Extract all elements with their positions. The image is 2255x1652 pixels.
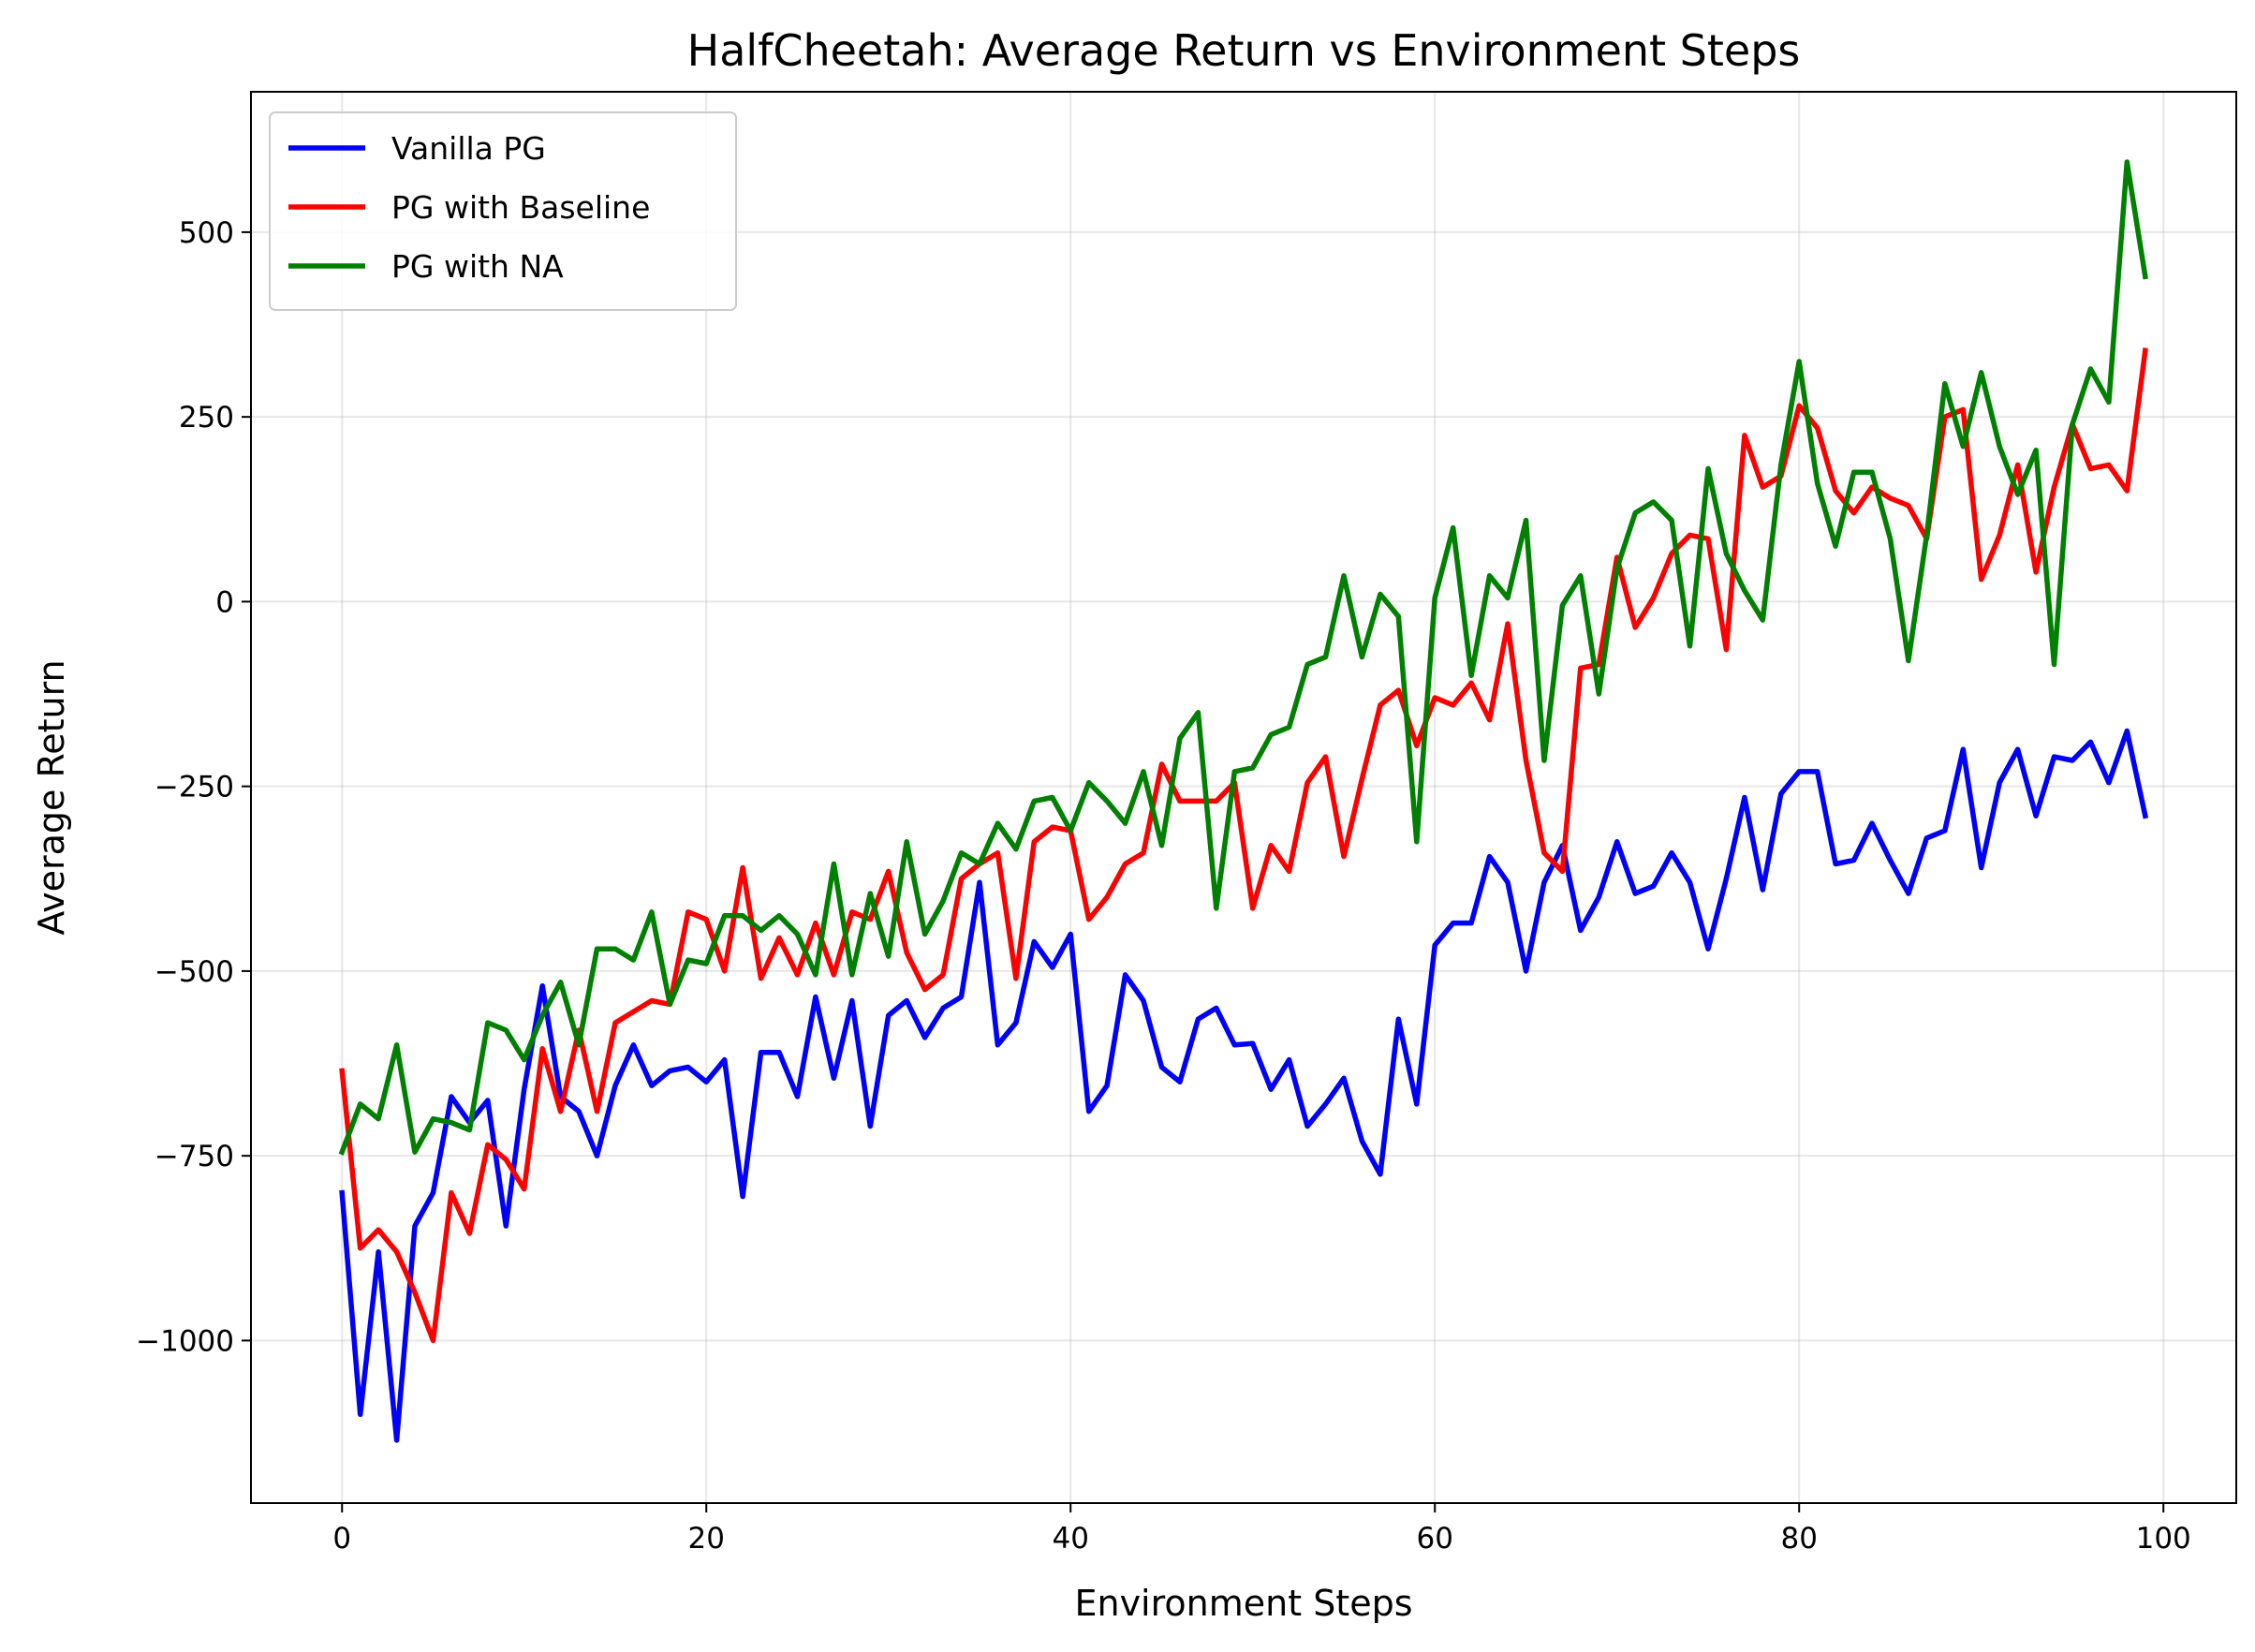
x-axis-label: Environment Steps: [1074, 1583, 1412, 1624]
legend-label-1: Vanilla PG: [391, 130, 546, 167]
chart-title: HalfCheetah: Average Return vs Environme…: [687, 25, 1801, 76]
x-axis: 0 20 40 60 80 100: [332, 1503, 2191, 1556]
series-layer: [338, 159, 2149, 1443]
y-tick-label: −1000: [136, 1324, 234, 1358]
legend-label-3: PG with NA: [391, 248, 564, 285]
y-tick-label: 0: [215, 585, 234, 619]
legend-box: [269, 111, 737, 311]
legend-label-2: PG with Baseline: [391, 189, 650, 226]
y-tick-label: −500: [155, 955, 234, 989]
x-tick-label: 40: [1053, 1522, 1089, 1556]
x-tick-label: 100: [2136, 1522, 2191, 1556]
x-tick-label: 60: [1416, 1522, 1452, 1556]
y-tick-label: 500: [179, 216, 234, 250]
series-line-1: [339, 728, 2149, 1443]
y-axis-label: Average Return: [31, 659, 72, 935]
plot-frame: [250, 91, 2237, 1504]
y-tick-label: −250: [155, 771, 234, 804]
y-axis: −1000 −750 −500 −250 0 250 500: [136, 216, 251, 1358]
grid-lines: [251, 92, 2236, 1503]
x-tick-label: 0: [332, 1522, 351, 1556]
y-tick-label: 250: [179, 401, 234, 435]
x-tick-label: 20: [688, 1522, 725, 1556]
y-tick-label: −750: [155, 1140, 234, 1173]
legend: Vanilla PG PG with Baseline PG with NA: [269, 111, 737, 311]
series-line-3: [338, 159, 2148, 1156]
x-tick-label: 80: [1780, 1522, 1817, 1556]
